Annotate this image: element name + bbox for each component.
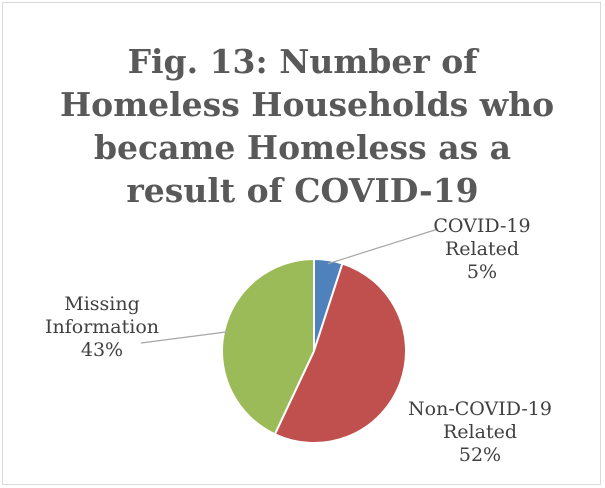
data-label-missing-information-value: 43% [80, 339, 124, 361]
data-label-covid-related-line-2: Related [445, 238, 519, 260]
pie-slice-missing-information [221, 257, 315, 436]
chart-title-line-3: became Homeless as a [93, 128, 512, 167]
chart-title: Fig. 13: Number of Homeless Households w… [60, 40, 555, 212]
leader-lines [140, 228, 439, 344]
chart-title-line-2: Homeless Households who [60, 85, 555, 124]
data-label-non-covid-related-line-2: Related [443, 421, 517, 443]
data-label-non-covid-related: Non-COVID-19 Related 52% [400, 398, 560, 467]
data-label-covid-related-line-1: COVID-19 [433, 215, 531, 237]
leader-line-covid-related [327, 228, 439, 265]
data-label-covid-related: COVID-19 Related 5% [422, 215, 542, 284]
data-label-covid-related-value: 5% [466, 261, 498, 283]
pie-slices [221, 257, 407, 444]
data-label-missing-information-line-1: Missing [64, 293, 140, 315]
data-label-missing-information: Missing Information 43% [32, 293, 172, 362]
leader-line-missing-information [140, 331, 228, 344]
data-label-non-covid-related-line-1: Non-COVID-19 [408, 398, 552, 420]
data-label-non-covid-related-value: 52% [458, 444, 502, 466]
chart-title-line-4: result of COVID-19 [126, 171, 479, 210]
chart-title-line-1: Fig. 13: Number of [127, 42, 478, 81]
data-label-missing-information-line-2: Information [44, 316, 160, 338]
pie-slice-non-covid-related [273, 262, 407, 444]
